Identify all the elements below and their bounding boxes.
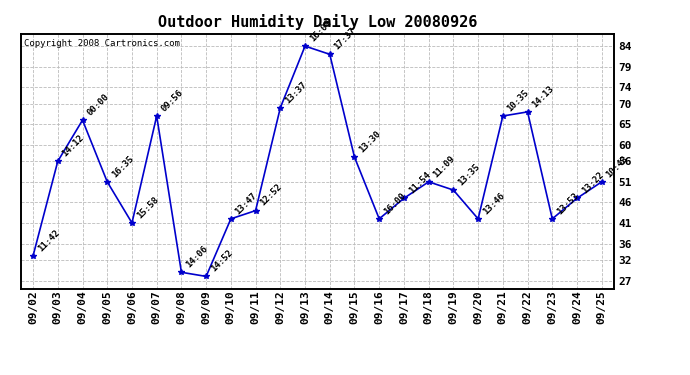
Text: 11:42: 11:42 [36, 228, 61, 253]
Title: Outdoor Humidity Daily Low 20080926: Outdoor Humidity Daily Low 20080926 [158, 14, 477, 30]
Text: 11:54: 11:54 [406, 170, 432, 195]
Text: 11:09: 11:09 [431, 154, 457, 179]
Text: 13:30: 13:30 [357, 129, 383, 154]
Text: 14:06: 14:06 [184, 244, 210, 270]
Text: 17:37: 17:37 [333, 26, 358, 51]
Text: 13:37: 13:37 [283, 80, 308, 105]
Text: 13:46: 13:46 [481, 190, 506, 216]
Text: 10:43: 10:43 [604, 154, 630, 179]
Text: 13:22: 13:22 [580, 170, 605, 195]
Text: 09:56: 09:56 [159, 88, 185, 113]
Text: 16:00: 16:00 [382, 190, 407, 216]
Text: 00:00: 00:00 [86, 92, 110, 117]
Text: 15:58: 15:58 [135, 195, 160, 220]
Text: 13:53: 13:53 [555, 190, 580, 216]
Text: 14:52: 14:52 [209, 248, 235, 274]
Text: 14:13: 14:13 [531, 84, 555, 109]
Text: 12:52: 12:52 [258, 183, 284, 208]
Text: 13:35: 13:35 [456, 162, 482, 187]
Text: 16:35: 16:35 [110, 154, 135, 179]
Text: Copyright 2008 Cartronics.com: Copyright 2008 Cartronics.com [23, 39, 179, 48]
Text: 14:12: 14:12 [61, 133, 86, 159]
Text: 13:47: 13:47 [234, 190, 259, 216]
Text: 16:08: 16:08 [308, 18, 333, 43]
Text: 10:35: 10:35 [506, 88, 531, 113]
